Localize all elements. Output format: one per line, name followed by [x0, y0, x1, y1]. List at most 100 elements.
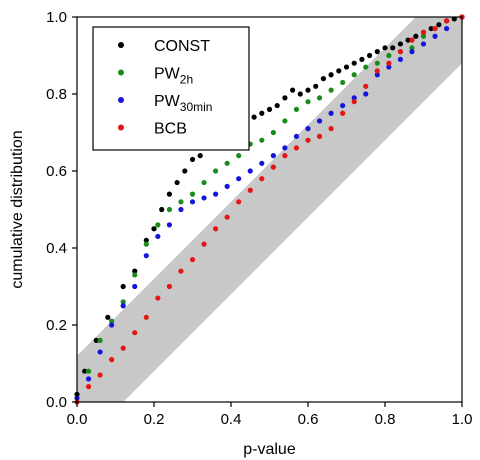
data-point [85, 376, 92, 382]
data-point [189, 156, 196, 163]
legend-marker [118, 69, 124, 76]
x-tick-label: 0.6 [298, 411, 319, 428]
data-point [224, 183, 230, 189]
data-point [143, 241, 149, 247]
x-tick-label: 0.8 [375, 411, 396, 428]
data-point [351, 72, 357, 78]
data-point [270, 153, 276, 159]
legend-item: BCB [118, 121, 187, 138]
plot-area [74, 14, 465, 405]
data-point [397, 49, 403, 55]
legend: CONST PW2h PW30min BCB [92, 26, 250, 151]
data-point [266, 106, 273, 112]
data-point [247, 168, 253, 174]
data-point [109, 322, 115, 328]
data-point [213, 168, 219, 174]
data-point [305, 137, 311, 143]
data-point [386, 60, 392, 66]
data-point [382, 45, 388, 51]
data-point [313, 83, 319, 89]
data-point [409, 37, 415, 43]
series-1 [74, 14, 465, 401]
data-point [189, 256, 196, 263]
data-point [270, 129, 276, 136]
x-axis: 0.0 0.2 0.4 0.6 0.8 1.0 [67, 402, 473, 428]
data-point [155, 233, 161, 240]
data-point [178, 268, 184, 274]
data-point [120, 299, 126, 305]
legend-marker [118, 42, 124, 48]
data-point [166, 191, 172, 197]
data-point [236, 176, 242, 182]
data-point [444, 18, 450, 24]
data-point [374, 49, 380, 55]
data-point [343, 64, 350, 70]
data-point [436, 22, 442, 28]
data-point [363, 91, 369, 97]
data-point [374, 72, 380, 78]
x-axis-label: p-value [243, 441, 296, 458]
data-point [390, 45, 396, 51]
data-point [409, 45, 415, 51]
data-point [282, 118, 288, 124]
x-tick-label: 0.2 [144, 411, 165, 428]
data-point [259, 160, 265, 166]
data-point [143, 237, 149, 243]
data-point [293, 106, 300, 112]
legend-item: CONST [118, 38, 210, 55]
legend-marker [118, 97, 124, 103]
data-point [236, 199, 242, 205]
data-point [120, 345, 126, 351]
data-point [247, 187, 253, 193]
data-point [413, 33, 419, 39]
data-point [120, 303, 126, 309]
data-point [328, 110, 334, 116]
x-tick-label: 1.0 [452, 411, 473, 428]
data-point [420, 41, 427, 47]
data-point [316, 118, 323, 124]
x-tick-label: 0.4 [221, 411, 242, 428]
data-point [397, 41, 403, 47]
data-point [155, 295, 161, 301]
data-point [259, 110, 265, 116]
data-point [363, 64, 369, 70]
data-point [316, 95, 323, 101]
y-axis: 0.0 0.2 0.4 0.6 0.8 1.0 [46, 9, 77, 411]
data-point [178, 199, 184, 205]
data-point [420, 29, 427, 35]
y-tick-label: 0.8 [46, 86, 67, 103]
data-point [132, 330, 138, 336]
x-tick-label: 0.0 [67, 411, 88, 428]
y-tick-label: 0.2 [46, 317, 67, 334]
data-point [82, 368, 88, 374]
data-point [213, 191, 219, 197]
data-point [274, 102, 280, 109]
legend-label: CONST [154, 38, 210, 55]
data-point [174, 179, 180, 186]
data-point [97, 337, 103, 343]
data-point [405, 37, 411, 43]
data-point [320, 76, 326, 82]
plot-frame [76, 16, 463, 403]
data-point [85, 368, 92, 374]
data-point [259, 137, 265, 143]
data-point [420, 33, 427, 39]
y-tick-label: 1.0 [46, 9, 67, 26]
data-point [109, 357, 115, 363]
data-point [397, 56, 403, 62]
legend-marker [118, 124, 124, 131]
data-point [251, 114, 257, 120]
data-point [189, 191, 196, 197]
data-point [166, 206, 172, 213]
data-point [386, 64, 392, 70]
data-point [351, 99, 357, 105]
data-point [132, 268, 138, 274]
data-point [374, 68, 380, 74]
legend-label: PW2h [154, 66, 193, 87]
data-point [201, 195, 207, 201]
data-point [201, 179, 207, 186]
data-point [159, 206, 165, 213]
data-point [336, 68, 342, 74]
y-tick-label: 0.4 [46, 240, 67, 257]
